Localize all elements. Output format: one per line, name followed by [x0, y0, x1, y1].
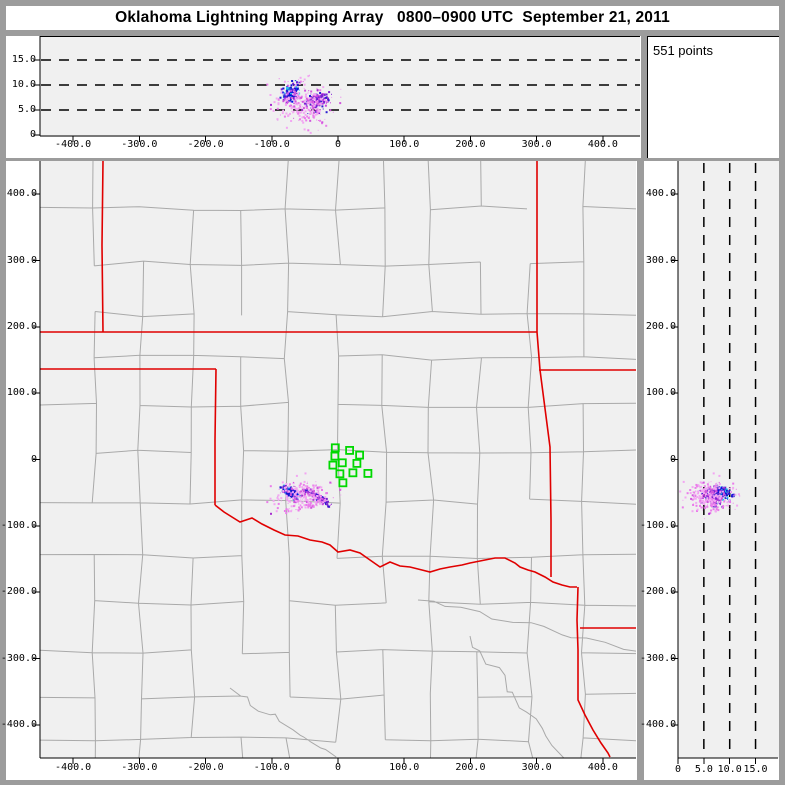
top-x-tick-label: -200.0	[187, 139, 224, 150]
map-y-tick-label: 400.0	[6, 188, 37, 200]
page-title: Oklahoma Lightning Mapping Array 0800–09…	[115, 9, 670, 26]
map-x-tick-label: -100.0	[253, 762, 290, 773]
top-x-tick-label: 300.0	[521, 139, 552, 150]
map-plot-area[interactable]	[40, 161, 636, 758]
right-y-tick-label: 300.0	[645, 254, 676, 266]
top-y-tick-label: 0	[29, 129, 36, 140]
map-x-tick-label: -200.0	[187, 762, 224, 773]
top-x-tick-label: 0	[334, 139, 342, 150]
map-x-tick-label: 400.0	[587, 762, 618, 773]
top-y-tick-label: 5.0	[17, 104, 36, 115]
top-y-tick-label: 15.0	[11, 54, 36, 65]
map-y-tick-label: 0	[30, 453, 37, 465]
altitude-ew-plot-area[interactable]	[40, 36, 640, 137]
right-y-tick-label: -300.0	[640, 652, 677, 664]
altitude-ns-plot-area[interactable]	[678, 161, 779, 758]
right-y-tick-label: 0	[669, 453, 676, 465]
map-y-tick-label: 300.0	[6, 254, 37, 266]
map-x-tick-label: 0	[334, 762, 342, 773]
top-x-tick-label: 100.0	[389, 139, 420, 150]
map-y-tick-label: 100.0	[6, 387, 37, 399]
right-x-tick-label: 0	[674, 764, 682, 775]
map-x-tick-label: 100.0	[389, 762, 420, 773]
top-x-tick-label: -300.0	[121, 139, 158, 150]
right-y-tick-label: -200.0	[640, 586, 677, 598]
top-x-tick-label: 200.0	[455, 139, 486, 150]
top-y-tick-label: 10.0	[11, 79, 36, 90]
map-y-tick-label: 200.0	[6, 320, 37, 332]
points-count-panel: 551 points	[647, 36, 779, 158]
map-x-tick-label: 300.0	[521, 762, 552, 773]
map-x-tick-label: 200.0	[455, 762, 486, 773]
top-x-tick-label: -400.0	[55, 139, 92, 150]
right-y-tick-label: -100.0	[640, 519, 677, 531]
map-x-tick-label: -400.0	[55, 762, 92, 773]
right-x-tick-label: 5.0	[694, 764, 713, 775]
map-x-tick-label: -300.0	[121, 762, 158, 773]
right-y-tick-label: 400.0	[645, 188, 676, 200]
top-x-tick-label: -100.0	[253, 139, 290, 150]
map-y-tick-label: -200.0	[0, 586, 37, 598]
right-y-tick-label: -400.0	[640, 718, 677, 730]
map-y-tick-label: -400.0	[0, 718, 37, 730]
right-y-tick-label: 200.0	[645, 320, 676, 332]
top-x-tick-label: 400.0	[587, 139, 618, 150]
right-y-tick-label: 100.0	[645, 387, 676, 399]
right-x-tick-label: 15.0	[743, 764, 768, 775]
map-y-tick-label: -300.0	[0, 652, 37, 664]
title-bar: Oklahoma Lightning Mapping Array 0800–09…	[6, 6, 779, 30]
points-count-label: 551 points	[653, 43, 713, 58]
map-y-tick-label: -100.0	[0, 519, 37, 531]
right-x-tick-label: 10.0	[717, 764, 742, 775]
